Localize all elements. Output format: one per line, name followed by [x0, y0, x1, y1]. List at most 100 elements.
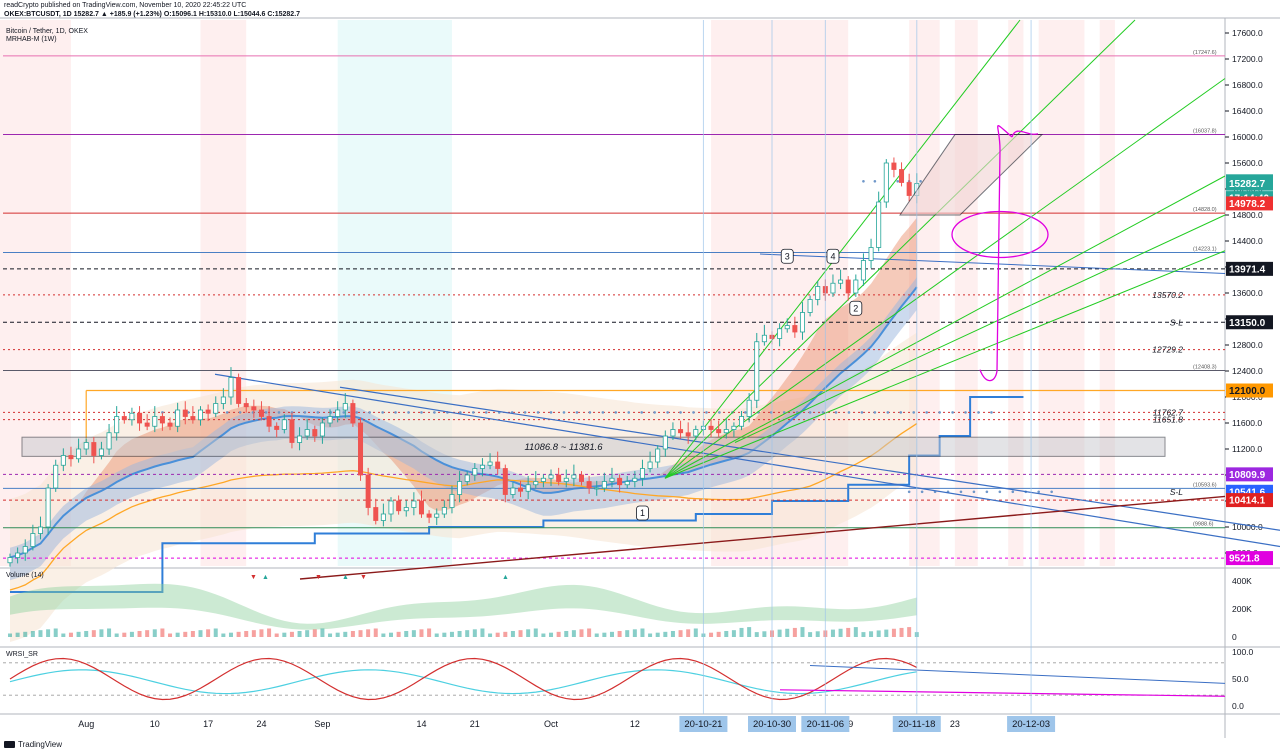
- rsi-tick-label: 0.0: [1232, 701, 1244, 711]
- volume-bar: [350, 630, 355, 637]
- fan-line: [734, 214, 1226, 443]
- volume-bar: [99, 629, 104, 637]
- volume-bar: [305, 630, 310, 637]
- candle-body: [319, 422, 325, 437]
- price-badge: [1226, 493, 1273, 508]
- volume-bar: [594, 633, 599, 637]
- candle-body: [906, 182, 912, 196]
- candle-body: [876, 201, 882, 248]
- shaded-zone: [1099, 20, 1115, 566]
- volume-bar: [465, 630, 470, 637]
- candle-body: [53, 464, 59, 489]
- volume-bar: [762, 631, 767, 637]
- date-badge-label: 20-10-30: [753, 719, 791, 730]
- callout: 4: [826, 248, 840, 264]
- candle-body: [37, 526, 43, 534]
- dot: [873, 411, 877, 414]
- volume-bar: [609, 631, 614, 637]
- price-badges: 15318.415282.717:14:4014978.213971.41315…: [1226, 174, 1273, 566]
- candle-body: [662, 435, 668, 450]
- callout-label: 3: [785, 251, 790, 261]
- volume-bar: [282, 632, 287, 637]
- volume-bar: [122, 632, 127, 637]
- candle-body: [525, 484, 531, 492]
- volume-bar: [297, 630, 302, 637]
- dot: [277, 411, 281, 414]
- x-tick-label: Oct: [544, 719, 559, 729]
- rsi-line: [9, 657, 918, 701]
- volume-bar: [876, 630, 881, 637]
- volume-bar: [510, 630, 515, 637]
- candle-body: [799, 312, 805, 333]
- volume-bar: [30, 630, 35, 637]
- candle-body: [647, 461, 653, 469]
- dot: [161, 411, 164, 414]
- dot: [951, 411, 954, 414]
- volume-signal-marker: ▼: [250, 574, 257, 581]
- dot: [303, 411, 307, 414]
- candle-body: [434, 513, 440, 518]
- volume-bar: [449, 631, 454, 637]
- dot: [290, 411, 294, 414]
- volume-bar: [442, 632, 447, 637]
- volume-bar: [274, 633, 279, 637]
- dot: [679, 411, 682, 414]
- price-badge: [1226, 467, 1273, 482]
- candle-body: [678, 429, 684, 434]
- ohlc-line: OKEX:BTCUSDT, 1D 15282.7 ▲ +185.9 (+1.23…: [4, 11, 301, 18]
- dot: [433, 411, 436, 414]
- level-label: 12729.2: [1152, 345, 1183, 355]
- candle-body: [784, 325, 790, 330]
- dot: [381, 411, 384, 414]
- volume-bar: [884, 629, 889, 637]
- candle-body: [601, 481, 607, 489]
- volume-bar: [495, 632, 500, 637]
- volume-bar: [549, 632, 554, 637]
- callout-box: [636, 505, 649, 521]
- range-box: [21, 436, 1166, 457]
- dot: [692, 411, 695, 414]
- shaded-zone: [1038, 20, 1085, 566]
- volume-bar: [289, 631, 294, 637]
- y-tick-label: 12400.0: [1232, 366, 1263, 376]
- candle-body: [152, 416, 158, 427]
- candle-body: [685, 432, 691, 437]
- volume-bar: [213, 628, 218, 637]
- volume-bar: [114, 633, 119, 637]
- x-tick-label: 10: [150, 719, 160, 729]
- projection-triangle: [899, 134, 1044, 216]
- dot: [705, 411, 708, 414]
- y-tick-label: 11600.0: [1232, 418, 1262, 428]
- dot: [407, 411, 410, 414]
- candle-body: [853, 279, 859, 294]
- dot: [1050, 490, 1053, 494]
- range-box-label: 11086.8 ~ 11381.6: [524, 442, 603, 453]
- price-badge-label: 12100.0: [1229, 386, 1266, 397]
- volume-bar: [358, 630, 363, 637]
- candle-body: [144, 422, 150, 427]
- volume-bar: [152, 629, 157, 637]
- candle-body: [365, 474, 371, 508]
- dot: [1037, 490, 1040, 494]
- dot: [899, 411, 903, 414]
- candle-body: [868, 247, 874, 261]
- dot: [886, 411, 890, 414]
- dot: [925, 411, 928, 414]
- rsi-magenta-trend: [779, 689, 1226, 697]
- candle-body: [533, 481, 539, 486]
- small-level-label: (10593.6): [1193, 482, 1217, 488]
- volume-bar: [343, 631, 348, 637]
- candle-body: [556, 474, 562, 482]
- candle-body: [495, 461, 501, 469]
- volume-signal-marker: ▼: [360, 574, 367, 581]
- volume-bar: [206, 629, 211, 637]
- volume-bar: [869, 631, 874, 637]
- volume-bar: [137, 630, 142, 637]
- candle-body: [137, 412, 143, 424]
- price-badge: [1226, 315, 1273, 330]
- x-tick-label: 23: [950, 719, 960, 729]
- y-tick-label: 15600.0: [1232, 158, 1263, 168]
- y-tick-label: 16400.0: [1232, 106, 1263, 116]
- y-tick-label: 14800.0: [1232, 210, 1263, 220]
